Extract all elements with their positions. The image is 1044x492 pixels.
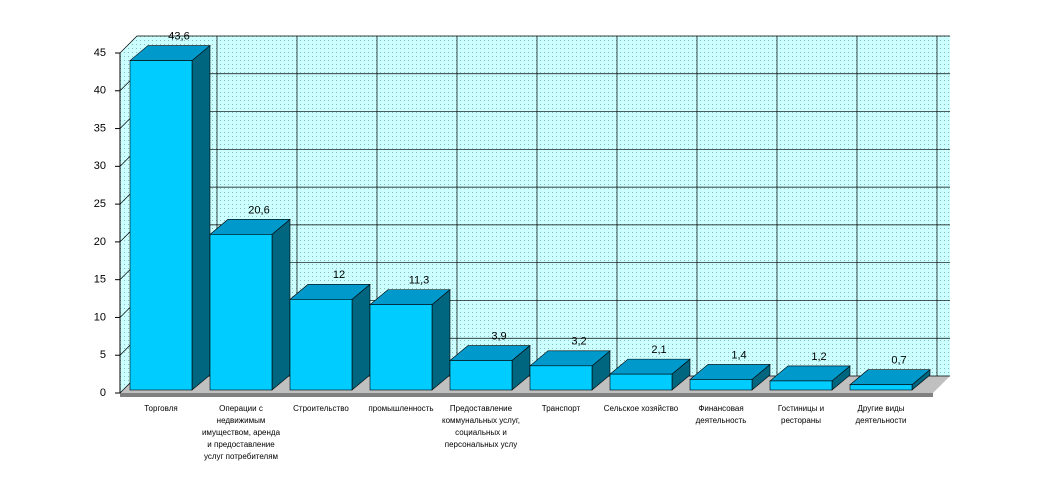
bar: [449, 360, 513, 391]
x-tick-label: Торговля: [144, 404, 178, 413]
y-tick-label: 5: [100, 349, 106, 361]
bar: [129, 60, 193, 391]
y-tick-label: 0: [100, 387, 106, 399]
y-tick-label: 45: [94, 47, 106, 59]
value-label: 11,3: [409, 275, 430, 287]
y-tick-label: 40: [94, 85, 106, 97]
value-label: 1,4: [731, 349, 746, 361]
bar-side: [351, 283, 371, 391]
y-tick-label: 15: [94, 274, 106, 286]
value-label: 0,7: [891, 355, 906, 367]
bar-side: [271, 218, 291, 391]
x-tick-label: Предоставление коммунальных услуг, социа…: [442, 404, 520, 449]
x-tick-label: Строительство: [293, 404, 349, 413]
value-label: 20,6: [248, 204, 269, 216]
bar: [769, 380, 833, 391]
bar: [289, 299, 353, 391]
value-label: 3,2: [571, 336, 586, 348]
grid-line: [119, 35, 950, 54]
x-tick-label: Сельское хозяйство: [603, 404, 679, 413]
x-tick-label: Операции с недвижимым имуществом, аренда…: [201, 404, 281, 461]
bar: [689, 379, 753, 391]
bar: [209, 234, 273, 391]
x-tick-label: Транспорт: [541, 404, 581, 413]
y-tick-label: 25: [94, 198, 106, 210]
bar: [609, 373, 673, 391]
y-tick-label: 20: [94, 236, 106, 248]
x-tick-label: Другие виды деятельности: [855, 404, 907, 425]
value-label: 12: [333, 269, 345, 281]
y-tick-label: 30: [94, 160, 106, 172]
value-label: 1,2: [811, 351, 826, 363]
bar: [849, 384, 913, 391]
y-tick-label: 35: [94, 122, 106, 134]
value-label: 3,9: [491, 330, 506, 342]
y-tick-label: 10: [94, 311, 106, 323]
value-label: 2,1: [651, 344, 666, 356]
floor-edge: [120, 393, 933, 397]
bar: [529, 365, 593, 391]
bar: [369, 304, 433, 391]
x-tick-label: Гостиницы и рестораны: [777, 404, 825, 425]
value-label: 43,6: [168, 30, 189, 42]
x-tick-label: промышленность: [368, 404, 434, 413]
x-tick-label: Финансовая деятельность: [695, 404, 747, 425]
bar-side: [431, 288, 451, 391]
bar-side: [191, 44, 211, 391]
